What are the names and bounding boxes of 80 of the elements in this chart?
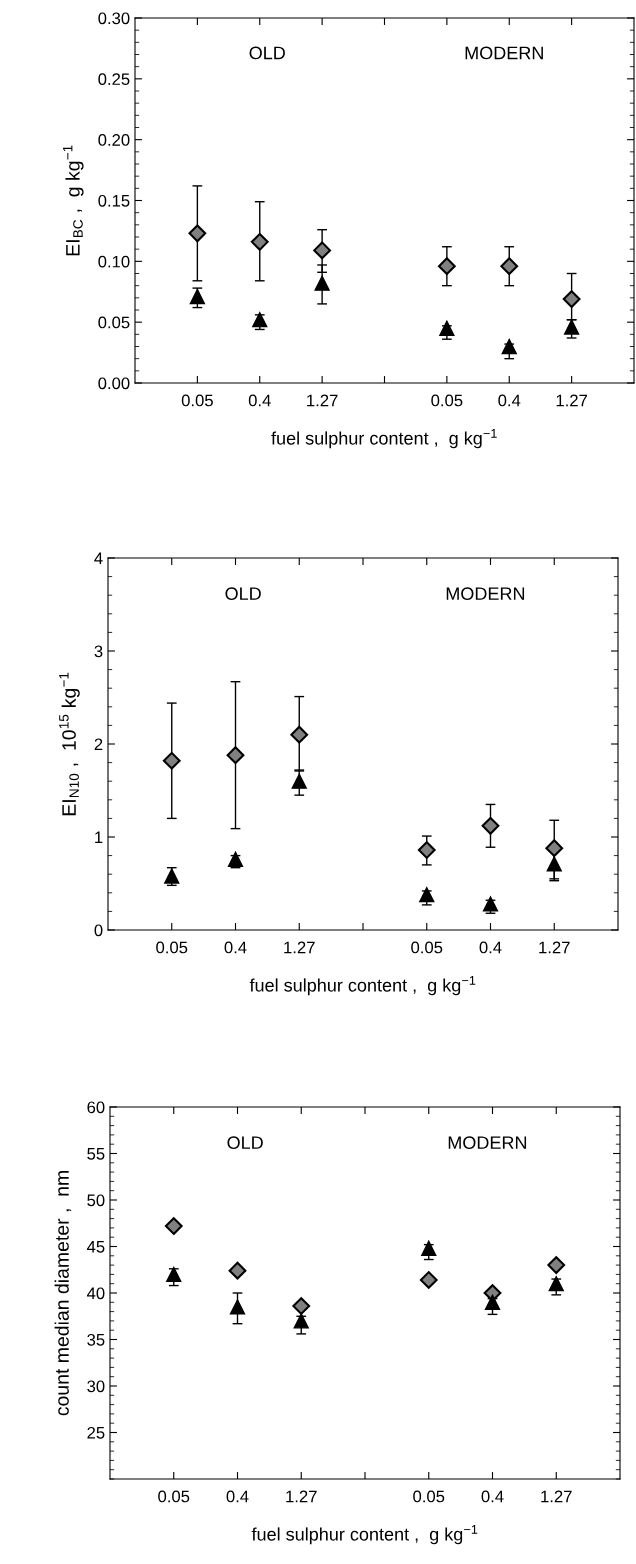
point [501, 338, 517, 355]
point [481, 816, 500, 835]
point [313, 241, 332, 260]
x-tick-label: 0.4 [224, 941, 247, 954]
y-tick-label: 0.25 [98, 73, 130, 86]
x-axis-title: fuel sulphur content , g kg$^{−1}$ [271, 429, 497, 449]
x-tick-label: 1.27 [286, 1490, 317, 1503]
point [548, 1276, 564, 1292]
y-tick-label: 0 [94, 924, 103, 937]
x-tick-label: 0.05 [411, 941, 443, 954]
x-tick-label: 1.27 [541, 1490, 572, 1503]
point [250, 232, 269, 251]
x-axis-title: fuel sulphur content , g kg$^{−1}$ [251, 1525, 478, 1545]
point [421, 1240, 437, 1256]
y-tick-label: 1 [95, 831, 103, 844]
y-tick-label: 0.10 [98, 255, 130, 268]
x-tick-label: 0.4 [479, 941, 502, 954]
y-tick-label: 0.15 [98, 194, 130, 207]
y-tick-label: 0.30 [98, 12, 130, 25]
annotation: OLD [249, 46, 285, 60]
x-tick-label: 0.4 [481, 1490, 504, 1503]
y-tick-label: 2 [94, 738, 103, 751]
point [293, 1313, 309, 1329]
y-tick-label: 50 [87, 1194, 105, 1207]
x-tick-label: 0.05 [431, 394, 463, 407]
y-tick-label: 0.20 [98, 134, 130, 146]
x-tick-label: 0.05 [181, 394, 213, 407]
annotation: MODERN [446, 587, 525, 601]
y-axis-title: EI$_{N10}$ , 10$^{15}$ kg$^{−1}$ [59, 672, 80, 816]
y-axis-title: EI$_{BC}$ , g kg$^{−1}$ [63, 145, 84, 256]
point [417, 841, 436, 859]
point [291, 773, 307, 789]
x-tick-label: 0.4 [248, 394, 271, 407]
y-tick-label: 45 [86, 1241, 105, 1253]
annotation: MODERN [465, 46, 543, 60]
x-tick-label: 0.05 [158, 1490, 190, 1503]
point [229, 1299, 246, 1315]
y-tick-label: 0.00 [98, 377, 130, 390]
point [484, 1294, 501, 1310]
x-tick-label: 1.27 [539, 941, 570, 954]
point [547, 1256, 566, 1274]
x-tick-label: 0.4 [498, 394, 521, 407]
point [162, 751, 181, 770]
y-tick-label: 60 [87, 1101, 105, 1114]
point [290, 725, 309, 744]
x-tick-label: 0.4 [226, 1490, 249, 1503]
point [314, 275, 330, 291]
x-tick-label: 0.05 [413, 1490, 445, 1503]
point [563, 319, 580, 335]
y-tick-label: 35 [87, 1333, 105, 1346]
point [188, 224, 207, 243]
x-tick-label: 1.27 [556, 394, 588, 407]
annotation: OLD [227, 1136, 263, 1150]
point [164, 1217, 183, 1235]
y-tick-label: 3 [94, 645, 103, 658]
annotation: OLD [225, 587, 261, 601]
x-tick-label: 0.05 [156, 941, 188, 954]
point [189, 288, 206, 305]
point [292, 1297, 311, 1315]
y-tick-label: 25 [87, 1426, 105, 1439]
point [226, 746, 245, 765]
x-tick-label: 1.27 [284, 941, 315, 954]
point [439, 320, 455, 336]
point [546, 856, 562, 872]
y-tick-label: 40 [86, 1287, 105, 1300]
point [500, 257, 519, 276]
y-tick-label: 4 [94, 552, 103, 565]
point [419, 1271, 438, 1289]
point [437, 257, 456, 276]
point [562, 290, 581, 308]
y-tick-label: 30 [87, 1380, 105, 1393]
x-tick-label: 1.27 [307, 394, 338, 407]
y-tick-label: 0.05 [98, 316, 130, 329]
annotation: MODERN [448, 1136, 527, 1150]
y-axis-title: count median diameter , nm [54, 1171, 72, 1416]
point [166, 1266, 182, 1283]
x-axis-title: fuel sulphur content , g kg$^{−1}$ [249, 976, 476, 996]
point [228, 1261, 247, 1280]
y-tick-label: 55 [87, 1148, 105, 1160]
point [545, 839, 564, 858]
